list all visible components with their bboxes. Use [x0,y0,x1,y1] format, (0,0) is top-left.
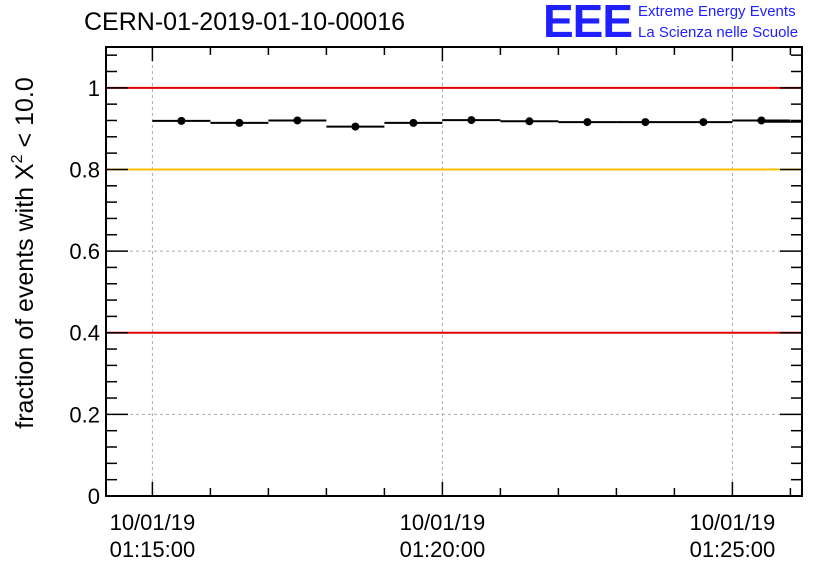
y-tick-label: 0 [88,484,100,509]
y-axis-title-symbol: X [11,163,39,180]
data-point [757,116,766,125]
axis-ticks [106,47,802,497]
y-axis-title: fraction of events with X2 < 10.0 [9,77,39,428]
x-tick-label-time: 01:20:00 [400,537,486,562]
x-tick-label-date: 10/01/19 [690,510,776,535]
logo-text-line1: Extreme Energy Events [638,3,796,20]
y-tick-label: 0.6 [69,239,100,264]
eee-logo: EEE Extreme Energy Events La Scienza nel… [543,0,833,46]
y-axis-title-prefix: fraction of events with [11,180,39,429]
data-point [235,118,244,127]
data-point [525,117,534,126]
data-series [152,116,802,131]
data-point [467,116,476,125]
y-tick-label: 0.8 [69,157,100,182]
y-tick-label: 1 [88,76,100,101]
logo-text-line2: La Scienza nelle Scuole [638,24,799,41]
x-tick-label-time: 01:15:00 [110,537,196,562]
x-tick-label-time: 01:25:00 [690,537,776,562]
reference-lines [106,86,802,334]
x-tick-label-date: 10/01/19 [400,510,486,535]
chart-title: CERN-01-2019-01-10-00016 [84,8,406,36]
data-point [699,118,708,127]
logo-mark: EEE [543,0,633,47]
data-point [293,116,302,125]
plot-frame [105,46,803,497]
x-tick-label-date: 10/01/19 [110,510,196,535]
data-point [177,116,186,125]
data-point [583,118,592,127]
data-point [351,122,360,131]
y-tick-label: 0.4 [69,321,100,346]
grid-lines [106,47,802,496]
y-axis-title-suffix: < 10.0 [11,77,39,154]
y-tick-label: 0.2 [69,402,100,427]
y-axis-title-superscript: 2 [9,154,26,163]
tick-labels: 00.20.40.60.8110/01/1901:15:0010/01/1901… [69,76,775,562]
data-point [409,118,418,127]
plot-border [105,46,803,497]
data-point [641,118,650,127]
